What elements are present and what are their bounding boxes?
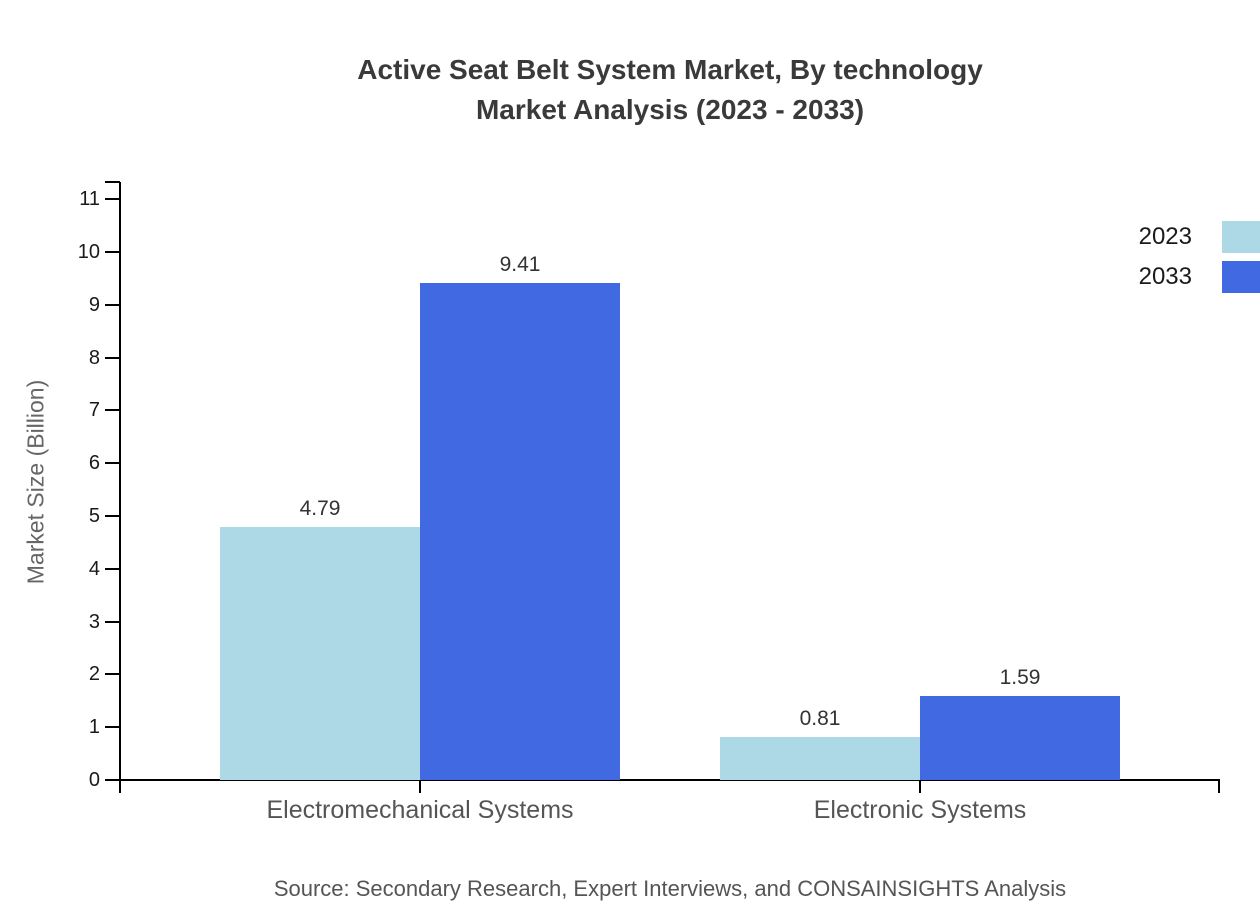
bar-2023-2 [720, 737, 920, 780]
x-tick [419, 780, 421, 793]
category-label: Electronic Systems [813, 796, 1027, 824]
x-axis-end-tick [1218, 780, 1220, 793]
legend-swatch-2033 [1222, 261, 1260, 293]
x-tick [919, 780, 921, 793]
legend-label-2023: 2023 [1138, 223, 1192, 250]
y-tick-label: 4 [88, 558, 100, 580]
bar-2023-1 [220, 527, 420, 780]
y-tick [105, 357, 120, 359]
chart-title-line2: Market Analysis (2023 - 2033) [475, 94, 865, 125]
y-tick [105, 621, 120, 623]
bar-value-label: 4.79 [299, 497, 341, 520]
y-axis-top-tick [105, 181, 120, 183]
legend-swatch-2023 [1222, 221, 1260, 253]
y-tick [105, 673, 120, 675]
y-tick [105, 568, 120, 570]
y-tick [105, 251, 120, 253]
y-tick [105, 515, 120, 517]
chart-title: Active Seat Belt System Market, By techn… [80, 50, 1260, 130]
y-tick [105, 462, 120, 464]
y-tick-label: 2 [88, 663, 100, 685]
y-tick-label: 0 [88, 769, 100, 791]
y-tick-label: 5 [88, 505, 100, 527]
category-label: Electromechanical Systems [266, 796, 574, 824]
y-tick [105, 198, 120, 200]
y-tick-label: 7 [88, 399, 100, 421]
y-tick-label: 6 [88, 452, 100, 474]
legend-item-2033: 2033 [1118, 261, 1260, 293]
y-tick-label: 3 [88, 611, 100, 633]
bar-value-label: 0.81 [799, 707, 841, 730]
y-tick [105, 779, 120, 781]
y-tick [105, 304, 120, 306]
chart-title-line1: Active Seat Belt System Market, By techn… [357, 54, 983, 85]
bar-2033-1 [420, 283, 620, 780]
y-tick [105, 726, 120, 728]
y-tick-label: 9 [88, 294, 100, 316]
bar-value-label: 1.59 [999, 666, 1041, 689]
bar-value-label: 9.41 [499, 253, 541, 276]
y-tick-label: 8 [88, 347, 100, 369]
x-axis-line [119, 779, 1220, 781]
legend: 2023 2033 [1118, 221, 1260, 301]
legend-item-2023: 2023 [1118, 221, 1260, 253]
source-note: Source: Secondary Research, Expert Inter… [273, 876, 1067, 901]
y-tick-label: 11 [79, 188, 100, 210]
y-tick-label: 1 [88, 716, 100, 738]
y-tick [105, 409, 120, 411]
bar-2033-2 [920, 696, 1120, 780]
legend-label-2033: 2033 [1138, 263, 1192, 290]
y-tick-label: 10 [77, 241, 100, 263]
y-axis-line [119, 182, 121, 793]
